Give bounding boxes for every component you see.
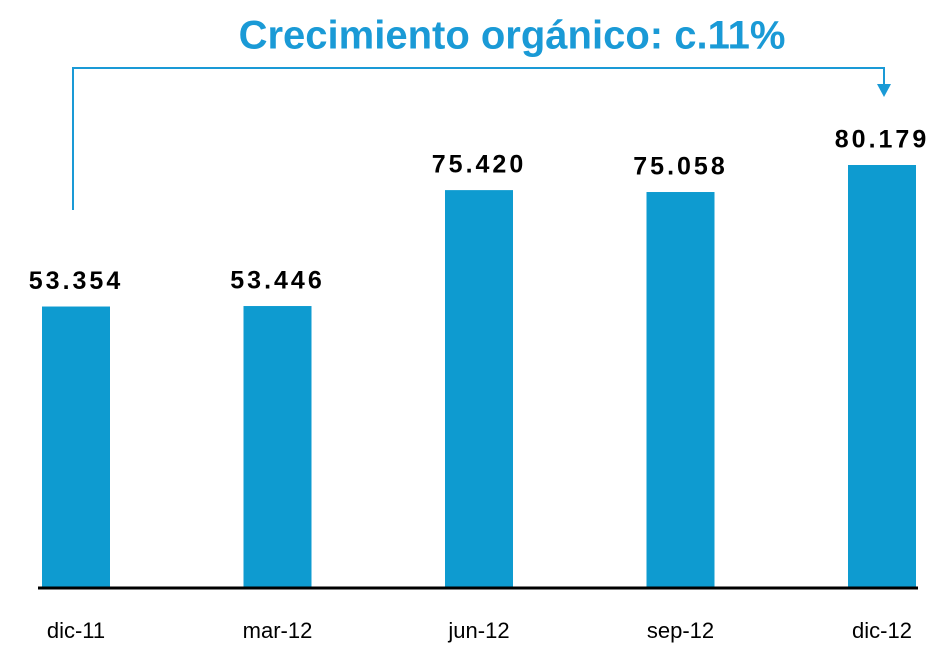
annotation-bracket [72, 67, 885, 210]
value-label: 75.058 [633, 153, 727, 181]
chart-title: Crecimiento orgánico: c.11% [239, 14, 786, 58]
value-label: 80.179 [835, 126, 929, 154]
value-label: 53.354 [29, 267, 123, 295]
x-tick-label: sep-12 [647, 618, 714, 643]
x-tick-label: dic-12 [852, 618, 912, 643]
bar [848, 165, 916, 588]
bar [42, 306, 110, 588]
x-tick-label: jun-12 [447, 618, 509, 643]
value-label: 53.446 [230, 267, 324, 295]
annotation-arrowhead [877, 84, 891, 97]
x-tick-label: dic-11 [47, 618, 105, 643]
bar [445, 190, 513, 588]
bar [646, 192, 715, 588]
value-label: 75.420 [432, 151, 526, 179]
x-tick-label: mar-12 [243, 618, 313, 643]
bar [243, 306, 312, 588]
